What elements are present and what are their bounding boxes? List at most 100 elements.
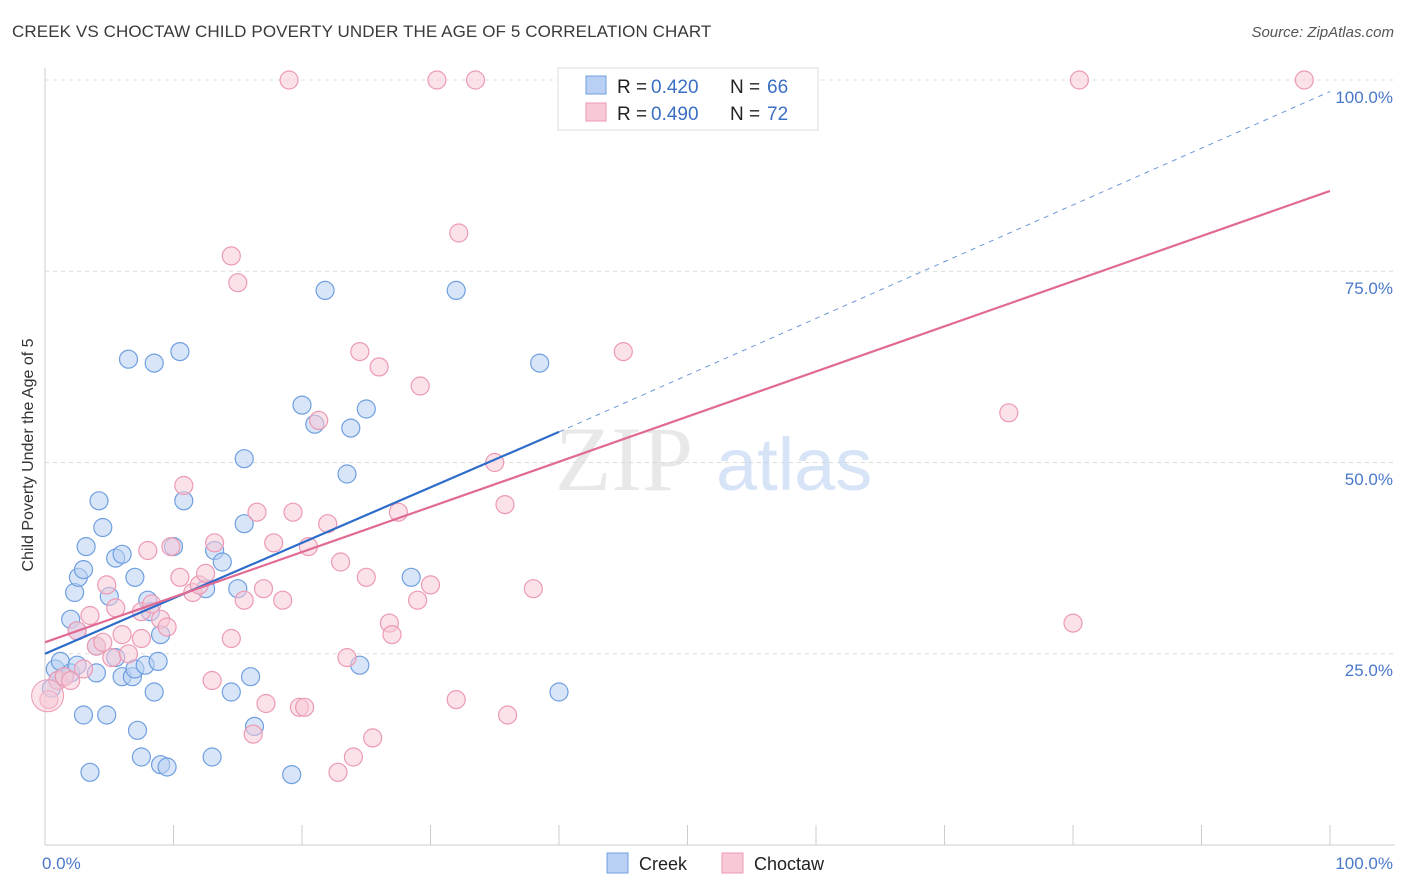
data-point-choctaw-56 — [408, 590, 428, 610]
data-point-choctaw-58 — [420, 575, 441, 595]
data-point-creek-18 — [93, 517, 113, 538]
data-point-creek-39 — [157, 757, 177, 777]
data-point-choctaw-47 — [337, 647, 357, 668]
data-point-choctaw-68 — [999, 403, 1019, 423]
data-point-creek-23 — [112, 544, 132, 564]
data-point-choctaw-51 — [363, 728, 383, 748]
y-tick-labels: 25.0% 50.0% 75.0% 100.0% — [1335, 88, 1393, 680]
legend-swatch-creek — [585, 75, 607, 95]
data-point-choctaw-5 — [73, 659, 94, 679]
data-point-choctaw-8 — [93, 632, 113, 652]
data-point-creek-54 — [292, 395, 312, 415]
watermark-atlas: atlas — [716, 423, 872, 506]
data-point-choctaw-34 — [253, 579, 274, 599]
data-point-creek-30 — [131, 747, 151, 767]
watermark: ZIP atlas — [555, 408, 872, 510]
series-legend-swatch-choctaw — [721, 852, 744, 874]
data-point-creek-29 — [127, 720, 148, 740]
y-tick-label-100: 100.0% — [1335, 88, 1393, 107]
data-point-creek-36 — [148, 651, 168, 672]
data-point-creek-44 — [202, 747, 222, 767]
trend-lines — [44, 91, 1331, 655]
data-point-choctaw-36 — [264, 533, 284, 553]
data-point-creek-47 — [221, 682, 241, 702]
legend-swatch-choctaw — [585, 102, 607, 122]
data-point-creek-13 — [76, 536, 96, 557]
data-point-choctaw-31 — [234, 590, 254, 610]
x-tick-label-start: 0.0% — [42, 854, 81, 873]
data-point-choctaw-66 — [523, 579, 543, 599]
data-point-creek-34 — [144, 682, 164, 702]
data-point-creek-17 — [89, 491, 109, 511]
data-point-choctaw-64 — [495, 495, 515, 515]
data-point-cluster-origin — [31, 679, 65, 713]
data-point-choctaw-16 — [138, 540, 158, 561]
grid-lines — [45, 79, 1395, 655]
data-point-choctaw-29 — [221, 246, 241, 266]
data-points — [31, 70, 1314, 785]
chart-title: CREEK VS CHOCTAW CHILD POVERTY UNDER THE… — [12, 22, 712, 41]
data-point-choctaw-60 — [446, 689, 466, 710]
y-tick-label-50: 50.0% — [1345, 470, 1393, 489]
data-point-choctaw-54 — [382, 624, 402, 645]
legend-r-label-choctaw: R = — [617, 104, 647, 125]
data-point-choctaw-21 — [170, 567, 190, 587]
data-point-choctaw-62 — [465, 70, 486, 90]
data-point-choctaw-28 — [221, 628, 241, 649]
data-point-choctaw-43 — [309, 410, 329, 430]
y-axis-title: Child Poverty Under the Age of 5 — [20, 338, 37, 571]
data-point-creek-49 — [234, 514, 254, 534]
data-point-creek-25 — [118, 349, 139, 369]
trend-line-creek — [44, 430, 560, 655]
series-legend-label-creek: Creek — [639, 854, 688, 874]
axes — [44, 68, 1395, 846]
data-point-choctaw-71 — [1294, 70, 1314, 90]
data-point-choctaw-48 — [343, 747, 363, 767]
data-point-creek-62 — [446, 280, 466, 300]
data-point-choctaw-39 — [283, 502, 303, 522]
data-point-creek-64 — [549, 682, 569, 702]
data-point-choctaw-70 — [1069, 70, 1090, 90]
data-point-choctaw-10 — [102, 647, 122, 668]
data-point-creek-46 — [212, 552, 232, 572]
data-point-choctaw-65 — [498, 705, 518, 725]
legend-n-value-creek: 66 — [767, 77, 788, 98]
series-legend-label-choctaw: Choctaw — [754, 854, 825, 874]
data-point-creek-19 — [97, 705, 117, 725]
legend-n-label-creek: N = — [730, 77, 760, 98]
data-point-choctaw-33 — [247, 502, 267, 522]
data-point-creek-11 — [73, 559, 94, 580]
y-tick-label-25: 25.0% — [1345, 661, 1393, 680]
data-point-creek-50 — [234, 449, 254, 469]
data-point-choctaw-38 — [279, 70, 299, 90]
data-point-creek-61 — [401, 567, 421, 587]
data-point-choctaw-30 — [228, 273, 248, 293]
data-point-choctaw-49 — [350, 342, 370, 362]
data-point-choctaw-27 — [205, 533, 225, 553]
data-point-choctaw-22 — [174, 475, 194, 496]
legend-r-value-choctaw: 0.490 — [651, 104, 699, 125]
data-point-choctaw-25 — [196, 563, 216, 584]
chart-source: Source: ZipAtlas.com — [1251, 24, 1394, 41]
data-point-creek-53 — [282, 764, 302, 785]
legend-n-value-choctaw: 72 — [767, 104, 788, 125]
data-point-creek-58 — [341, 418, 361, 438]
data-point-creek-51 — [241, 667, 261, 687]
data-point-choctaw-37 — [273, 590, 293, 610]
data-point-choctaw-19 — [157, 617, 177, 637]
series-legend-swatch-creek — [606, 852, 629, 874]
legend-r-value-creek: 0.420 — [651, 77, 699, 98]
data-point-choctaw-52 — [369, 357, 389, 377]
trend-line-choctaw — [44, 189, 1331, 644]
data-point-choctaw-35 — [256, 693, 276, 714]
data-point-choctaw-15 — [131, 628, 151, 649]
data-point-choctaw-45 — [328, 762, 348, 782]
data-point-choctaw-20 — [161, 536, 181, 557]
data-point-creek-63 — [530, 353, 550, 373]
data-point-creek-14 — [80, 762, 100, 782]
legend-r-label-creek: R = — [617, 77, 647, 98]
data-point-creek-56 — [315, 280, 335, 300]
data-point-choctaw-61 — [449, 223, 469, 243]
data-point-choctaw-3 — [61, 670, 81, 691]
